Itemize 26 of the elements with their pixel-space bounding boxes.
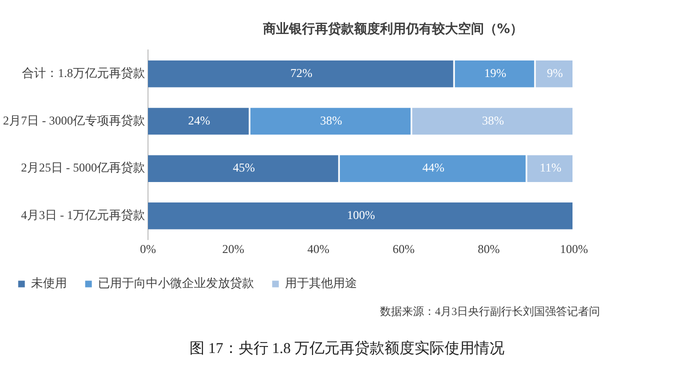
- data-label: 72%: [290, 66, 312, 80]
- caption: 图 17：央行 1.8 万亿元再贷款额度实际使用情况: [188, 339, 506, 358]
- data-label: 38%: [320, 113, 342, 128]
- x-tick-label: 40%: [307, 242, 330, 256]
- data-label: 19%: [484, 66, 506, 80]
- data-label: 24%: [188, 113, 210, 128]
- data-label: 100%: [347, 208, 375, 222]
- x-tick-label: 80%: [478, 242, 500, 256]
- x-tick-label: 60%: [392, 242, 415, 256]
- data-label: 45%: [232, 160, 255, 175]
- legend-label: 用于其他用途: [285, 276, 357, 290]
- source-note: 数据来源：4月3日央行副行长刘国强答记者问: [380, 304, 600, 319]
- x-tick-label: 20%: [222, 242, 244, 256]
- chart-title: 商业银行再贷款额度利用仍有较大空间（%）: [262, 20, 524, 38]
- data-label: 11%: [540, 160, 562, 175]
- y-tick-label: 2月7日 - 3000亿专项再贷款: [2, 113, 145, 128]
- y-tick-label: 4月3日 - 1万亿元再贷款: [20, 208, 145, 222]
- data-label: 9%: [546, 66, 563, 80]
- x-tick-label: 0%: [140, 242, 156, 256]
- y-tick-label: 合计：1.8万亿元再贷款: [22, 66, 145, 80]
- data-label: 38%: [482, 113, 504, 128]
- x-tick-label: 100%: [560, 242, 588, 256]
- data-label: 44%: [422, 160, 444, 175]
- legend-label: 未使用: [31, 276, 67, 290]
- y-tick-label: 2月25日 - 5000亿再贷款: [20, 160, 145, 175]
- legend-label: 已用于向中小微企业发放贷款: [98, 276, 254, 290]
